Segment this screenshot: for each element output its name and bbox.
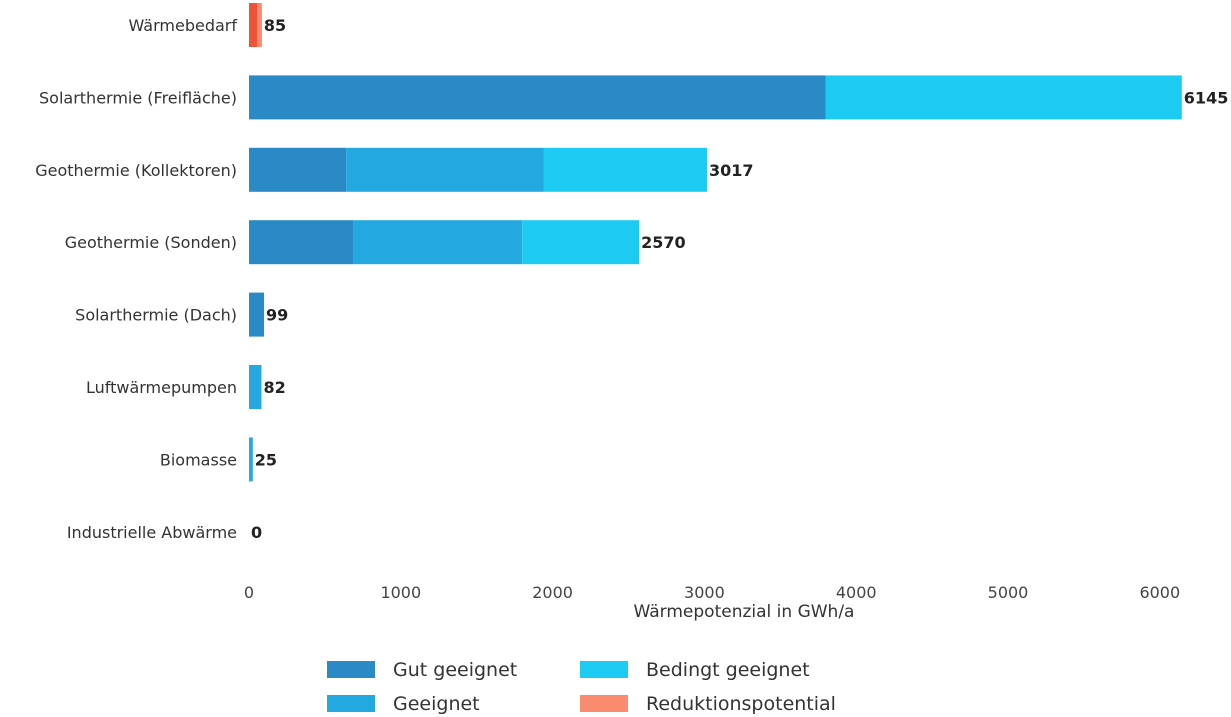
bar-segment <box>249 75 826 120</box>
x-tick-label: 6000 <box>1139 583 1180 602</box>
legend-swatch <box>580 695 628 712</box>
x-tick-label: 1000 <box>380 583 421 602</box>
x-tick-label: 2000 <box>532 583 573 602</box>
total-label: 85 <box>264 16 286 35</box>
bar-segment <box>249 437 253 482</box>
x-axis-title: Wärmepotenzial in GWh/a <box>634 602 855 622</box>
bar-segment <box>249 220 354 265</box>
legend: Gut geeignet Bedingt geeignet Geeignet Redu… <box>327 659 836 715</box>
total-label: 3017 <box>709 161 754 180</box>
total-label: 25 <box>255 450 277 469</box>
legend-label: Gut geeignet <box>393 659 517 681</box>
category-label: Wärmebedarf <box>129 16 238 35</box>
total-label: 82 <box>263 378 285 397</box>
category-label: Solarthermie (Freifläche) <box>39 88 237 107</box>
bar-segment <box>249 147 347 192</box>
total-label: 6145 <box>1184 88 1229 107</box>
legend-swatch <box>327 661 375 678</box>
x-tick-label: 0 <box>244 583 254 602</box>
legend-label: Bedingt geeignet <box>646 659 810 681</box>
category-label: Biomasse <box>160 450 237 469</box>
legend-label: Reduktionspotential <box>646 693 836 715</box>
bar-segment <box>522 220 640 265</box>
total-label: 2570 <box>641 233 686 252</box>
category-label: Industrielle Abwärme <box>67 523 237 542</box>
category-label: Solarthermie (Dach) <box>75 306 237 325</box>
total-label: 99 <box>266 306 288 325</box>
category-labels: Wärmebedarf Solarthermie (Freifläche) Geot… <box>35 16 237 542</box>
total-label: 0 <box>251 523 262 542</box>
legend-swatch <box>327 695 375 712</box>
bar-segment <box>249 365 262 409</box>
bar-segment <box>257 3 262 47</box>
legend-swatch <box>580 661 628 678</box>
bar-segment-bedarf <box>249 3 258 47</box>
x-tick-label: 5000 <box>988 583 1029 602</box>
total-labels: 85 6145 3017 2570 99 82 25 0 <box>251 16 1228 542</box>
x-axis-ticks: 0 1000 2000 3000 4000 5000 6000 <box>244 583 1180 602</box>
bar-segment <box>346 147 544 192</box>
bar-segment <box>543 147 707 192</box>
category-label: Geothermie (Sonden) <box>65 233 237 252</box>
bar-segment <box>249 292 265 337</box>
bar-segment <box>825 75 1182 120</box>
x-tick-label: 3000 <box>684 583 725 602</box>
category-label: Geothermie (Kollektoren) <box>35 161 237 180</box>
bar-segment <box>353 220 523 265</box>
legend-label: Geeignet <box>393 693 480 715</box>
bars <box>249 3 1182 482</box>
x-tick-label: 4000 <box>836 583 877 602</box>
category-label: Luftwärmepumpen <box>86 378 237 397</box>
